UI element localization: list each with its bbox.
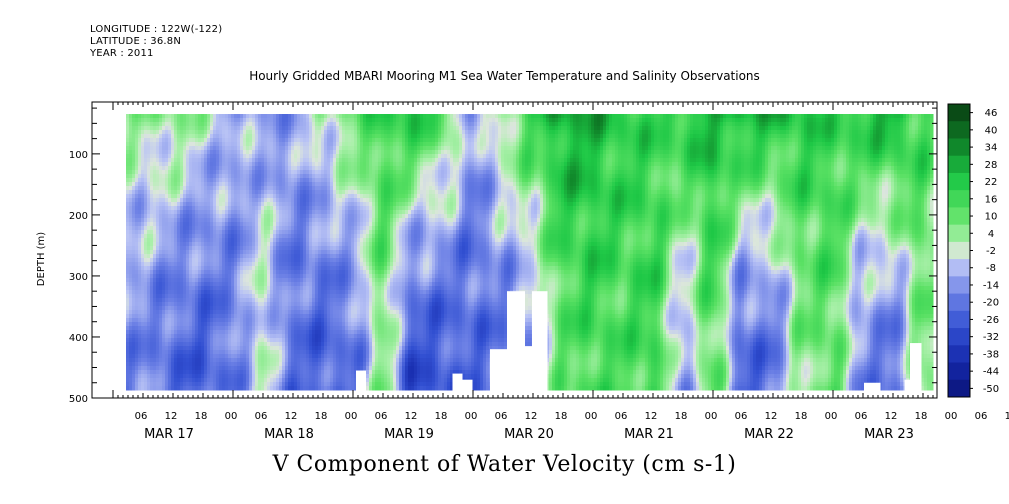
colorbar-label: 46: [985, 108, 998, 119]
colorbar-label: -14: [983, 280, 999, 291]
colorbar-bin: [948, 276, 970, 295]
x-hour-tick-label: 12: [885, 411, 898, 422]
missing-data-region: [864, 382, 881, 391]
colorbar-bin: [948, 207, 970, 226]
colorbar-bin: [948, 328, 970, 346]
missing-data-region: [904, 379, 910, 391]
colorbar-label: -8: [986, 263, 996, 274]
x-hour-tick-label: 18: [795, 411, 808, 422]
x-date-label: MAR 21: [624, 427, 674, 442]
colorbar-label: -32: [983, 332, 999, 343]
missing-data-region: [507, 291, 525, 391]
colorbar-bin: [948, 293, 970, 312]
y-tick-label: 200: [69, 211, 88, 222]
x-hour-tick-label: 00: [705, 411, 718, 422]
colorbar-bin: [948, 121, 970, 139]
year-label: YEAR : 2011: [90, 48, 154, 59]
x-hour-tick-label: 06: [495, 411, 508, 422]
colorbar-label: 22: [985, 177, 998, 188]
colorbar-label: 10: [985, 212, 998, 223]
missing-data-region: [490, 349, 511, 391]
colorbar-bin: [948, 190, 970, 208]
x-hour-tick-label: 12: [405, 411, 418, 422]
x-hour-tick-label: 18: [315, 411, 328, 422]
missing-data-mask: [356, 291, 922, 391]
x-date-label: MAR 17: [144, 427, 194, 442]
colorbar-bin: [948, 172, 970, 191]
x-hour-tick-label: 06: [615, 411, 628, 422]
colorbar-bin: [948, 155, 970, 174]
x-hour-tick-label: 18: [675, 411, 688, 422]
colorbar-bin: [948, 138, 970, 157]
colorbar-bin: [948, 345, 970, 364]
colorbar-bin: [948, 241, 970, 260]
x-hour-tick-label: 06: [375, 411, 388, 422]
colorbar-label: -20: [983, 298, 999, 309]
x-date-label: MAR 20: [504, 427, 554, 442]
plot-frame: [91, 101, 938, 399]
missing-data-region: [452, 373, 463, 391]
colorbar-label: -26: [983, 315, 999, 326]
x-hour-tick-label: 12: [645, 411, 658, 422]
x-hour-tick-label: 06: [135, 411, 148, 422]
latitude-label: LATITUDE : 36.8N: [90, 36, 182, 47]
x-date-label: MAR 23: [864, 427, 914, 442]
x-hour-tick-label: 12: [285, 411, 298, 422]
x-hour-tick-label: 06: [855, 411, 868, 422]
colorbar-label: 40: [985, 125, 998, 136]
x-hour-tick-label: 18: [915, 411, 928, 422]
y-tick-label: 400: [69, 333, 88, 344]
missing-data-region: [356, 370, 366, 391]
x-date-label: MAR 22: [744, 427, 794, 442]
y-tick-label: 500: [69, 394, 88, 405]
x-hour-tick-label: 06: [255, 411, 268, 422]
x-hour-tick-label: 00: [945, 411, 958, 422]
x-hour-tick-label: 12: [1005, 411, 1009, 422]
y-tick-label: 300: [69, 272, 88, 283]
missing-data-region: [532, 291, 548, 391]
colorbar-label: -44: [983, 367, 999, 378]
colorbar-bin: [948, 362, 970, 381]
colorbar-label: -38: [983, 349, 999, 360]
missing-data-region: [462, 379, 473, 391]
colorbar-bin: [948, 310, 970, 329]
x-hour-tick-label: 00: [225, 411, 238, 422]
x-hour-tick-label: 00: [465, 411, 478, 422]
variable-title: V Component of Water Velocity (cm s-1): [272, 452, 737, 477]
x-hour-tick-label: 18: [555, 411, 568, 422]
colorbar-bin: [948, 224, 970, 243]
y-axis-title: DEPTH (m): [36, 232, 47, 286]
x-hour-tick-label: 18: [435, 411, 448, 422]
x-hour-tick-label: 00: [345, 411, 358, 422]
colorbar-label: 34: [985, 143, 998, 154]
x-hour-tick-label: 12: [765, 411, 778, 422]
missing-data-region: [521, 346, 535, 391]
colorbar-label: -50: [983, 384, 999, 395]
colorbar-label: 4: [988, 229, 994, 240]
plot-axes: 06 12 18 00 06 12 18 00 06 12 18 00 06 12 18 00 06 12 18 00…: [69, 101, 1009, 442]
x-hour-tick-label: 06: [975, 411, 988, 422]
colorbar-bin: [948, 104, 970, 122]
colorbar-label: 28: [985, 160, 998, 171]
colorbar-label: -2: [986, 246, 996, 257]
longitude-label: LONGITUDE : 122W(-122): [90, 24, 223, 35]
y-tick-label: 100: [69, 150, 88, 161]
colorbar-bin: [948, 259, 970, 277]
chart-title: Hourly Gridded MBARI Mooring M1 Sea Wate…: [249, 69, 760, 83]
x-hour-tick-label: 12: [165, 411, 178, 422]
x-date-label: MAR 19: [384, 427, 434, 442]
x-hour-tick-label: 06: [735, 411, 748, 422]
colorbar: 46 40 34 28 22 16 10 4 -2 -8 -14 -20 -26 -32 -38 -44 -50: [947, 103, 999, 398]
x-hour-tick-label: 00: [825, 411, 838, 422]
missing-data-region: [910, 343, 922, 391]
x-hour-tick-label: 00: [585, 411, 598, 422]
x-hour-tick-label: 12: [525, 411, 538, 422]
colorbar-bin: [948, 379, 970, 398]
colorbar-label: 16: [985, 194, 998, 205]
x-hour-tick-label: 18: [195, 411, 208, 422]
x-date-label: MAR 18: [264, 427, 314, 442]
